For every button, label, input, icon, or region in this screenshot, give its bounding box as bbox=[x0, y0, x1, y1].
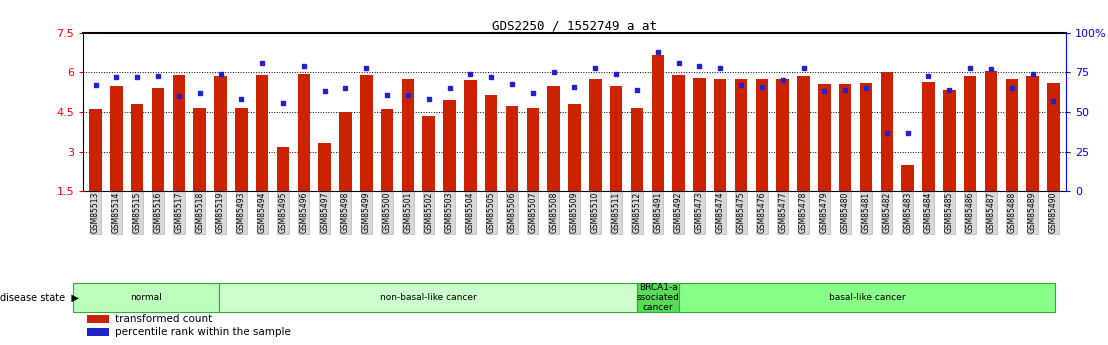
Bar bbox=[637, 283, 679, 312]
Bar bbox=[110, 86, 123, 191]
Bar bbox=[443, 100, 455, 191]
Bar bbox=[339, 112, 351, 191]
Bar bbox=[714, 79, 727, 191]
Bar bbox=[568, 104, 581, 191]
Bar bbox=[152, 88, 164, 191]
Bar bbox=[194, 108, 206, 191]
Bar bbox=[652, 55, 664, 191]
Bar bbox=[402, 79, 414, 191]
Bar bbox=[318, 142, 331, 191]
Bar bbox=[422, 116, 435, 191]
Bar bbox=[131, 104, 143, 191]
Bar bbox=[381, 109, 393, 191]
Bar bbox=[277, 147, 289, 191]
Bar bbox=[860, 83, 872, 191]
Bar bbox=[485, 95, 497, 191]
Bar bbox=[881, 72, 893, 191]
Text: transformed count: transformed count bbox=[114, 314, 212, 324]
Text: disease state  ▶: disease state ▶ bbox=[0, 293, 79, 303]
Bar bbox=[673, 75, 685, 191]
Bar bbox=[219, 283, 637, 312]
Bar bbox=[679, 283, 1056, 312]
Bar bbox=[630, 108, 644, 191]
Bar bbox=[547, 86, 560, 191]
Bar bbox=[298, 74, 310, 191]
Bar bbox=[777, 79, 789, 191]
Bar bbox=[609, 86, 623, 191]
Bar bbox=[360, 75, 372, 191]
Bar bbox=[694, 78, 706, 191]
Text: normal: normal bbox=[130, 293, 162, 302]
Text: BRCA1-a
ssociated
cancer: BRCA1-a ssociated cancer bbox=[637, 283, 679, 313]
Bar bbox=[88, 328, 109, 336]
Bar bbox=[505, 106, 519, 191]
Bar bbox=[839, 84, 851, 191]
Bar bbox=[235, 108, 247, 191]
Bar bbox=[88, 315, 109, 323]
Bar bbox=[90, 109, 102, 191]
Bar bbox=[902, 165, 914, 191]
Bar bbox=[1006, 79, 1018, 191]
Bar bbox=[256, 75, 268, 191]
Bar bbox=[589, 79, 602, 191]
Bar bbox=[214, 77, 227, 191]
Bar bbox=[922, 82, 935, 191]
Text: percentile rank within the sample: percentile rank within the sample bbox=[114, 327, 290, 337]
Bar bbox=[985, 71, 997, 191]
Text: non-basal-like cancer: non-basal-like cancer bbox=[380, 293, 476, 302]
Bar bbox=[173, 75, 185, 191]
Title: GDS2250 / 1552749_a_at: GDS2250 / 1552749_a_at bbox=[492, 19, 657, 32]
Bar bbox=[798, 77, 810, 191]
Bar bbox=[1026, 77, 1039, 191]
Bar bbox=[756, 79, 768, 191]
Bar bbox=[735, 79, 747, 191]
Bar bbox=[1047, 83, 1059, 191]
Bar bbox=[943, 90, 955, 191]
Bar bbox=[818, 84, 831, 191]
Bar bbox=[73, 283, 219, 312]
Bar bbox=[464, 80, 476, 191]
Text: basal-like cancer: basal-like cancer bbox=[829, 293, 905, 302]
Bar bbox=[526, 108, 540, 191]
Bar bbox=[964, 77, 976, 191]
